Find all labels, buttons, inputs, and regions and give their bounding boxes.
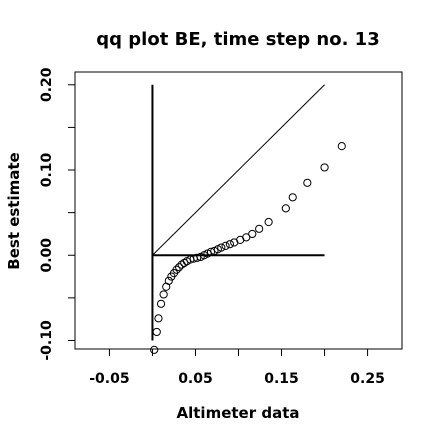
data-point xyxy=(288,193,297,202)
data-point xyxy=(217,243,226,252)
x-axis: -0.05 0.05 0.15 0.25 xyxy=(89,349,385,387)
data-points xyxy=(150,142,346,354)
x-tick-label: 0.15 xyxy=(264,371,299,387)
data-point xyxy=(206,247,216,256)
data-point xyxy=(248,229,257,239)
data-point xyxy=(255,224,264,233)
reference-line-identity xyxy=(152,84,325,256)
data-point xyxy=(193,253,202,262)
data-point xyxy=(221,241,230,250)
data-point xyxy=(152,327,161,337)
data-point xyxy=(154,314,163,323)
y-tick-label: -0.10 xyxy=(39,320,55,361)
y-tick-label: 0.00 xyxy=(39,238,55,273)
x-tick-label: 0.05 xyxy=(178,371,213,387)
data-point xyxy=(337,142,346,151)
data-point xyxy=(225,240,234,249)
data-point xyxy=(164,276,173,285)
data-point xyxy=(150,345,159,354)
y-axis: -0.10 0.00 0.10 0.20 xyxy=(39,67,75,361)
y-axis-label: Best estimate xyxy=(5,152,23,269)
x-tick-label: 0.25 xyxy=(350,371,385,387)
data-point xyxy=(281,204,290,213)
data-point xyxy=(175,263,184,272)
data-point xyxy=(320,163,329,172)
chart-title: qq plot BE, time step no. 13 xyxy=(96,29,379,50)
y-tick-label: 0.10 xyxy=(39,152,55,187)
x-tick-label: -0.05 xyxy=(89,371,129,387)
data-point xyxy=(172,265,181,274)
data-point xyxy=(242,233,251,242)
plot-frame xyxy=(74,71,403,350)
data-point xyxy=(156,299,166,308)
reference-lines xyxy=(151,84,325,341)
data-point xyxy=(180,258,189,268)
x-axis-label: Altimeter data xyxy=(177,404,300,422)
y-tick-label: 0.20 xyxy=(39,67,55,102)
data-point xyxy=(159,290,168,299)
data-point xyxy=(264,217,273,227)
data-point xyxy=(303,178,312,187)
